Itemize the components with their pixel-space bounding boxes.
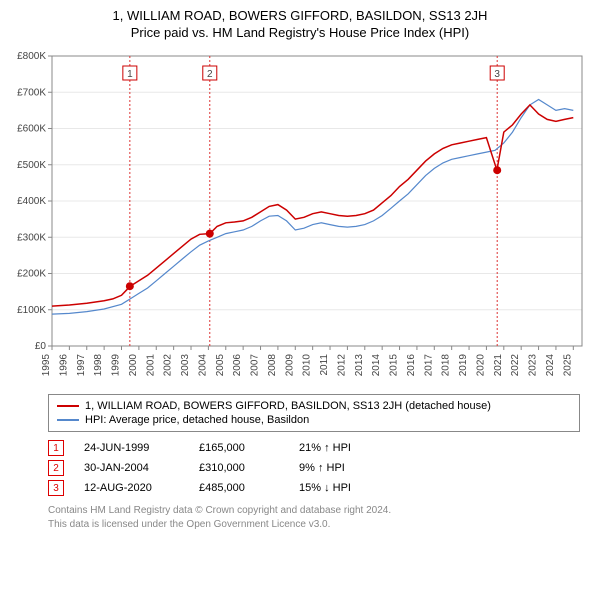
footer-line-1: Contains HM Land Registry data © Crown c… — [48, 504, 580, 518]
svg-text:2019: 2019 — [458, 354, 469, 377]
footer-line-2: This data is licensed under the Open Gov… — [48, 518, 580, 532]
transaction-marker: 1 — [48, 440, 64, 456]
transaction-diff: 21% ↑ HPI — [299, 442, 399, 454]
svg-text:3: 3 — [494, 69, 500, 80]
subtitle: Price paid vs. HM Land Registry's House … — [0, 25, 600, 40]
svg-text:2010: 2010 — [302, 354, 313, 377]
transaction-diff: 9% ↑ HPI — [299, 462, 399, 474]
svg-text:£200K: £200K — [17, 269, 46, 280]
svg-text:2003: 2003 — [180, 354, 191, 377]
legend-swatch — [57, 419, 79, 421]
chart-title-area: 1, WILLIAM ROAD, BOWERS GIFFORD, BASILDO… — [0, 0, 600, 44]
svg-text:2025: 2025 — [562, 354, 573, 377]
svg-text:2024: 2024 — [545, 354, 556, 377]
svg-text:1999: 1999 — [111, 354, 122, 377]
legend-label: HPI: Average price, detached house, Basi… — [85, 414, 309, 426]
svg-text:2: 2 — [207, 69, 213, 80]
transaction-price: £485,000 — [199, 482, 279, 494]
svg-text:2023: 2023 — [528, 354, 539, 377]
svg-text:£600K: £600K — [17, 124, 46, 135]
svg-text:2006: 2006 — [232, 354, 243, 377]
svg-text:2005: 2005 — [215, 354, 226, 377]
svg-text:2008: 2008 — [267, 354, 278, 377]
svg-text:2021: 2021 — [493, 354, 504, 377]
svg-text:2011: 2011 — [319, 354, 330, 376]
footer-attribution: Contains HM Land Registry data © Crown c… — [48, 504, 580, 532]
svg-text:1995: 1995 — [41, 354, 52, 377]
svg-text:2022: 2022 — [510, 354, 521, 377]
legend-label: 1, WILLIAM ROAD, BOWERS GIFFORD, BASILDO… — [85, 400, 491, 412]
chart-container: £0 £100K £200K £300K £400K £500K £600K £700K £80… — [10, 50, 590, 390]
transaction-date: 30-JAN-2004 — [84, 462, 179, 474]
transaction-date: 12-AUG-2020 — [84, 482, 179, 494]
transaction-marker: 3 — [48, 480, 64, 496]
svg-text:2007: 2007 — [250, 354, 261, 377]
svg-text:2004: 2004 — [197, 354, 208, 377]
transaction-price: £310,000 — [199, 462, 279, 474]
svg-text:£500K: £500K — [17, 160, 46, 171]
transaction-table: 1 24-JUN-1999 £165,000 21% ↑ HPI 2 30-JAN-200… — [48, 438, 580, 498]
transaction-marker: 2 — [48, 460, 64, 476]
svg-text:2017: 2017 — [423, 354, 434, 377]
svg-text:£800K: £800K — [17, 51, 46, 62]
svg-text:£700K: £700K — [17, 87, 46, 98]
svg-text:2016: 2016 — [406, 354, 417, 377]
svg-text:2009: 2009 — [284, 354, 295, 377]
address-title: 1, WILLIAM ROAD, BOWERS GIFFORD, BASILDO… — [0, 8, 600, 23]
svg-text:£0: £0 — [35, 341, 47, 352]
svg-text:£100K: £100K — [17, 305, 46, 316]
svg-text:1996: 1996 — [58, 354, 69, 377]
svg-text:1997: 1997 — [76, 354, 87, 377]
svg-text:2000: 2000 — [128, 354, 139, 377]
transaction-row: 3 12-AUG-2020 £485,000 15% ↓ HPI — [48, 478, 580, 498]
svg-text:2013: 2013 — [354, 354, 365, 377]
svg-text:2012: 2012 — [336, 354, 347, 377]
legend: 1, WILLIAM ROAD, BOWERS GIFFORD, BASILDO… — [48, 394, 580, 432]
svg-text:1998: 1998 — [93, 354, 104, 377]
transaction-price: £165,000 — [199, 442, 279, 454]
svg-text:£400K: £400K — [17, 196, 46, 207]
svg-text:2018: 2018 — [441, 354, 452, 377]
price-chart: £0 £100K £200K £300K £400K £500K £600K £700K £80… — [10, 50, 590, 390]
svg-text:2002: 2002 — [163, 354, 174, 377]
svg-text:£300K: £300K — [17, 232, 46, 243]
svg-text:2020: 2020 — [475, 354, 486, 377]
svg-text:2014: 2014 — [371, 354, 382, 377]
transaction-diff: 15% ↓ HPI — [299, 482, 399, 494]
svg-text:2015: 2015 — [389, 354, 400, 377]
transaction-row: 2 30-JAN-2004 £310,000 9% ↑ HPI — [48, 458, 580, 478]
transaction-date: 24-JUN-1999 — [84, 442, 179, 454]
transaction-row: 1 24-JUN-1999 £165,000 21% ↑ HPI — [48, 438, 580, 458]
legend-swatch — [57, 405, 79, 407]
legend-item: HPI: Average price, detached house, Basi… — [57, 413, 571, 427]
svg-text:1: 1 — [127, 69, 133, 80]
svg-text:2001: 2001 — [145, 354, 156, 377]
legend-item: 1, WILLIAM ROAD, BOWERS GIFFORD, BASILDO… — [57, 399, 571, 413]
